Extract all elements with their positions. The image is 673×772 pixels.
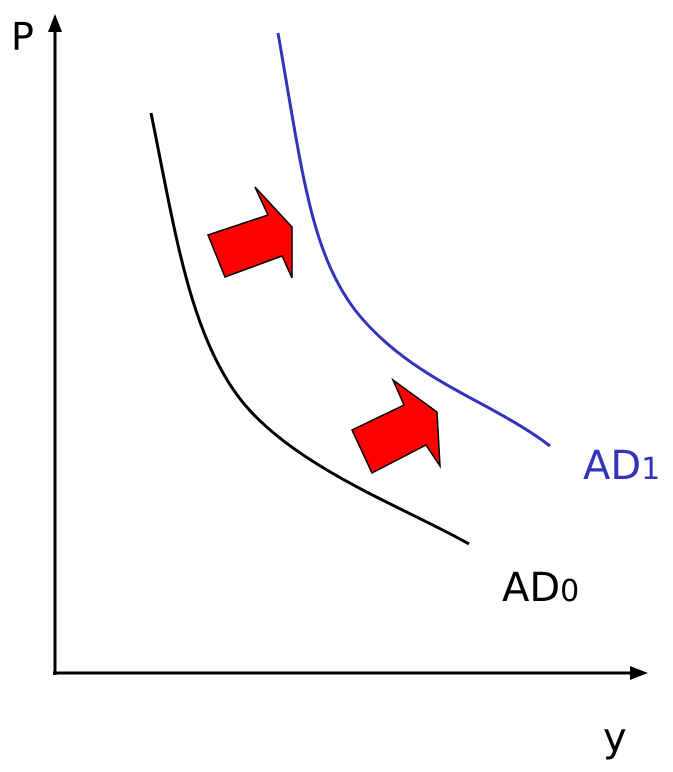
ad1-curve: [276, 32, 551, 448]
shift-arrow-lower: [351, 377, 441, 475]
ad0-label-name: AD: [502, 565, 561, 611]
right-arrow-icon: [207, 186, 293, 279]
ad0-label-subscript: 0: [560, 574, 580, 609]
ad0-label: AD0: [502, 568, 579, 608]
right-arrow-icon: [351, 377, 441, 475]
ad1-label-name: AD: [583, 443, 642, 489]
ad1-label-subscript: 1: [641, 452, 661, 487]
axes: [48, 14, 648, 680]
y-axis-label: P: [11, 15, 34, 59]
x-axis-arrowhead: [630, 666, 648, 680]
ad0-curve: [149, 112, 470, 546]
shift-arrow-upper: [207, 186, 293, 279]
x-axis-label: y: [603, 715, 627, 761]
y-axis-arrowhead: [48, 14, 62, 32]
ad1-label: AD1: [583, 446, 660, 486]
